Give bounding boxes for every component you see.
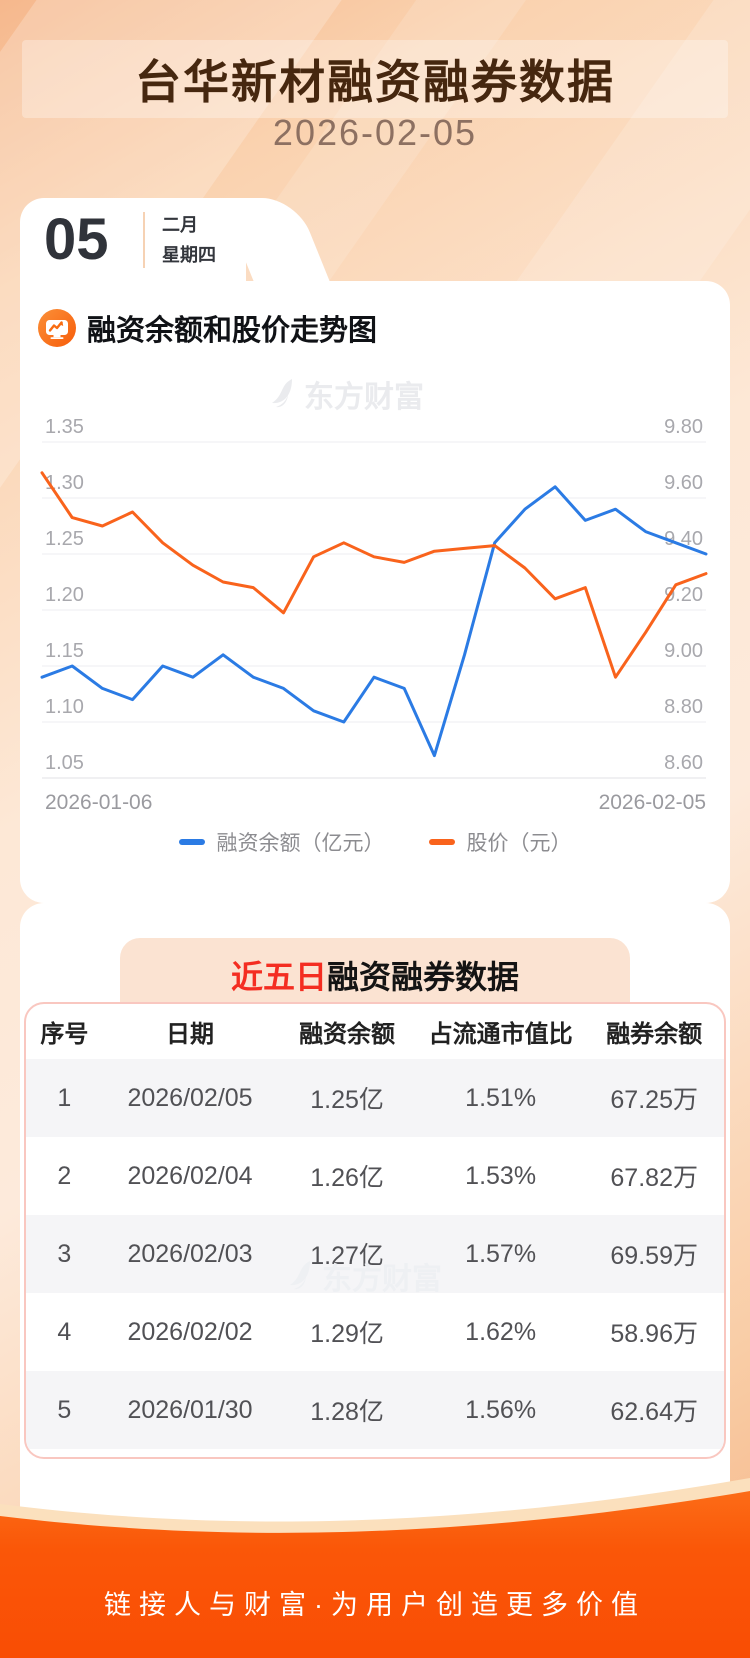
chart-legend: 融资余额（亿元） 股价（元） — [20, 827, 730, 857]
page-subtitle: 2026-02-05 — [272, 112, 478, 153]
table-cell: 2026/01/30 — [127, 1395, 253, 1424]
table-cell: 4 — [57, 1317, 72, 1346]
table-column-header: 融券余额 — [606, 1021, 703, 1048]
svg-text:1.35: 1.35 — [45, 416, 84, 438]
table-cell: 1.27亿 — [310, 1242, 384, 1270]
table-cell: 2026/02/04 — [127, 1161, 253, 1190]
table-cell: 1.25亿 — [310, 1086, 384, 1114]
date-day: 05 — [44, 207, 109, 272]
x-axis-label-start: 2026-01-06 — [45, 791, 153, 814]
table-column-header: 占流通市值比 — [428, 1021, 573, 1048]
svg-text:9.60: 9.60 — [664, 472, 703, 494]
table-cell: 2 — [57, 1161, 72, 1190]
svg-text:1.10: 1.10 — [45, 696, 84, 718]
chart-card: 融资余额和股价走势图 东方财富 1.35 9.80 1.30 9.60 1.25 9.40… — [20, 281, 730, 903]
legend-swatch-price — [428, 839, 455, 845]
svg-text:1.20: 1.20 — [45, 584, 84, 606]
margin-data-table: 序号 日期 融资余额 占流通市值比 融券余额 1 2026/02/05 1.25亿 1.51%… — [26, 1004, 724, 1449]
svg-text:9.40: 9.40 — [664, 528, 703, 550]
table-header-row: 序号 日期 融资余额 占流通市值比 融券余额 — [26, 1004, 724, 1059]
margin-data-table-card: 序号 日期 融资余额 占流通市值比 融券余额 1 2026/02/05 1.25亿 1.51%… — [24, 1002, 726, 1459]
svg-text:1.15: 1.15 — [45, 640, 84, 662]
table-cell: 1.26亿 — [310, 1164, 384, 1192]
svg-text:8.60: 8.60 — [664, 752, 703, 774]
date-card: 05 二月 星期四 — [20, 198, 246, 282]
table-cell: 1.29亿 — [310, 1320, 384, 1348]
table-cell: 1.57% — [465, 1239, 537, 1268]
table-cell: 1.51% — [465, 1083, 537, 1112]
table-cell: 67.25万 — [610, 1086, 698, 1114]
x-axis-labels: 2026-01-06 2026-02-05 — [45, 791, 706, 815]
svg-text:1.30: 1.30 — [45, 472, 84, 494]
table-cell: 1 — [57, 1083, 72, 1112]
legend-item-financing: 融资余额（亿元） — [178, 827, 385, 857]
legend-label-price: 股价（元） — [466, 832, 572, 855]
table-cell: 1.62% — [465, 1317, 537, 1346]
table-column-header: 融资余额 — [299, 1021, 396, 1048]
table-cell: 58.96万 — [610, 1320, 698, 1348]
trend-chart: 1.35 9.801.30 9.601.25 9.401.20 9.201.15 9.00… — [40, 416, 708, 779]
table-cell: 2026/02/02 — [127, 1317, 253, 1346]
svg-text:1.05: 1.05 — [45, 752, 84, 774]
table-title-highlight: 近五日 — [230, 959, 327, 995]
page-title: 台华新材融资融券数据 — [135, 56, 615, 108]
table-title-badge: 近五日融资融券数据 — [120, 938, 630, 1012]
table-row: 5 2026/01/30 1.28亿 1.56% 62.64万 — [26, 1371, 724, 1449]
table-column-header: 日期 — [166, 1021, 215, 1048]
footer-wave — [0, 1478, 750, 1658]
table-cell: 2026/02/03 — [127, 1239, 253, 1268]
svg-text:9.80: 9.80 — [664, 416, 703, 438]
title-highlight-band — [22, 40, 728, 118]
legend-swatch-financing — [178, 839, 205, 845]
table-cell: 1.28亿 — [310, 1398, 384, 1426]
date-month: 二月 — [162, 215, 198, 235]
table-column-header: 序号 — [40, 1021, 89, 1048]
date-divider — [143, 212, 145, 268]
table-cell: 1.56% — [465, 1395, 537, 1424]
chart-section-title: 融资余额和股价走势图 — [87, 315, 378, 347]
footer-slogan: 链接人与财富·为用户创造更多价值 — [104, 1590, 646, 1620]
table-cell: 5 — [57, 1395, 72, 1424]
svg-text:9.00: 9.00 — [664, 640, 703, 662]
table-title-rest: 融资融券数据 — [327, 959, 520, 995]
table-row: 2 2026/02/04 1.26亿 1.53% 67.82万 — [26, 1137, 724, 1215]
x-axis-label-end: 2026-02-05 — [598, 791, 706, 814]
table-row: 4 2026/02/02 1.29亿 1.62% 58.96万 — [26, 1293, 724, 1371]
table-cell: 2026/02/05 — [127, 1083, 253, 1112]
svg-text:8.80: 8.80 — [664, 696, 703, 718]
svg-text:1.25: 1.25 — [45, 528, 84, 550]
table-cell: 62.64万 — [610, 1398, 698, 1426]
table-cell: 69.59万 — [610, 1242, 698, 1270]
legend-label-financing: 融资余额（亿元） — [216, 832, 385, 855]
table-cell: 3 — [57, 1239, 72, 1268]
table-row: 3 2026/02/03 1.27亿 1.57% 69.59万 — [26, 1215, 724, 1293]
table-cell: 1.53% — [465, 1161, 537, 1190]
table-cell: 67.82万 — [610, 1164, 698, 1192]
chart-line-0 — [40, 485, 708, 758]
chart-line-1 — [40, 471, 708, 679]
date-weekday: 星期四 — [162, 245, 216, 265]
table-row: 1 2026/02/05 1.25亿 1.51% 67.25万 — [26, 1059, 724, 1137]
monitor-trend-icon — [38, 309, 76, 347]
legend-item-price: 股价（元） — [428, 827, 572, 857]
